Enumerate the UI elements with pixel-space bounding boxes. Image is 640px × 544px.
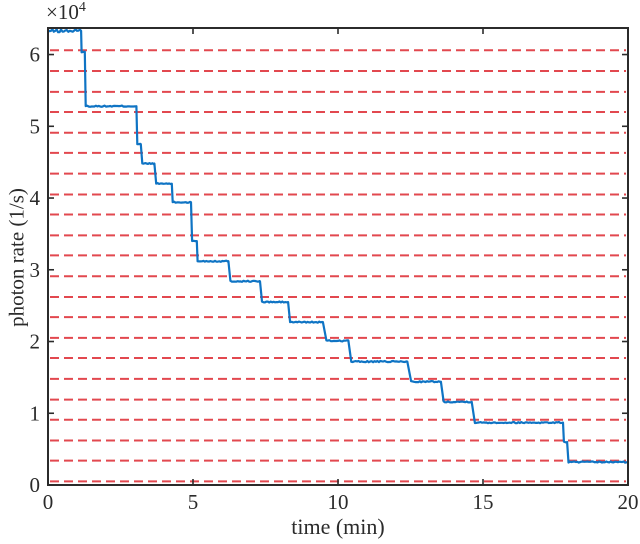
- axis-ticks: [47, 28, 629, 486]
- y-tick-label: 1: [30, 401, 41, 425]
- y-tick-label: 2: [30, 330, 41, 354]
- scale-exponent: 4: [78, 0, 86, 15]
- axis-box: [47, 27, 629, 486]
- y-tick-label: 6: [30, 43, 41, 67]
- x-tick-label: 20: [618, 490, 639, 514]
- y-tick-label: 5: [30, 114, 41, 138]
- y-tick-label: 0: [30, 473, 41, 497]
- y-axis-label: photon rate (1/s): [4, 188, 29, 327]
- x-tick-label: 5: [188, 490, 199, 514]
- x-tick-label: 0: [43, 490, 54, 514]
- x-axis-label: time (min): [291, 514, 385, 539]
- grid-lines: [50, 49, 626, 483]
- scale-base: ×10: [46, 0, 79, 24]
- x-tick-label: 10: [328, 490, 349, 514]
- y-axis-scale-factor: ×104: [46, 0, 86, 25]
- photon-rate-line: [48, 28, 628, 464]
- y-tick-label: 3: [30, 258, 41, 282]
- y-tick-label: 4: [30, 186, 41, 210]
- x-tick-label: 15: [473, 490, 494, 514]
- tick-labels: 0 5 10 15 20 0 1 2 3 4 5 6: [30, 43, 639, 514]
